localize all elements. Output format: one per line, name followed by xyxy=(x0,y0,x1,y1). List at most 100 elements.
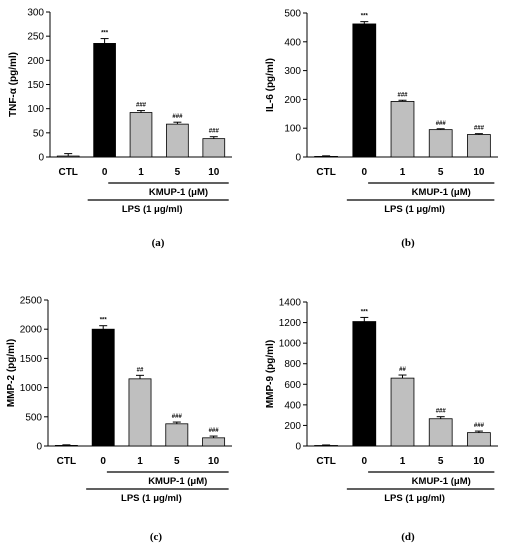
kmup-group-label: KMUP-1 (μM) xyxy=(149,187,208,198)
significance-label: *** xyxy=(100,318,108,324)
y-tick-label: 0 xyxy=(295,153,301,164)
panel-label: (b) xyxy=(401,237,415,249)
y-tick-label: 1400 xyxy=(279,298,302,309)
bar-0 xyxy=(352,23,377,158)
significance-label: ### xyxy=(172,114,183,120)
category-label: CTL xyxy=(57,456,76,467)
bar-10 xyxy=(202,138,226,158)
y-tick-label: 0 xyxy=(38,153,44,164)
significance-label: ## xyxy=(399,367,406,373)
y-tick-label: 100 xyxy=(284,124,301,135)
y-tick-label: 800 xyxy=(284,359,301,370)
chart-panel-3: 0 500 1000 1500 2000 2500 MMP-2 (pg/ml) CTL *** 0… xyxy=(6,296,232,543)
category-label: 10 xyxy=(208,456,220,467)
significance-label: ### xyxy=(436,121,447,127)
lps-group-label: LPS (1 μg/ml) xyxy=(384,493,445,504)
y-tick-label: 500 xyxy=(284,9,301,20)
kmup-group-label: KMUP-1 (μM) xyxy=(412,476,471,487)
bar-ctl xyxy=(54,445,78,447)
lps-group-label: LPS (1 μg/ml) xyxy=(384,204,445,215)
significance-label: *** xyxy=(361,14,369,20)
y-tick-label: 200 xyxy=(284,95,301,106)
bar-ctl xyxy=(56,155,80,158)
significance-label: *** xyxy=(101,31,109,37)
category-label: 0 xyxy=(100,456,106,467)
category-label: 10 xyxy=(473,167,485,178)
y-tick-label: 300 xyxy=(27,8,44,19)
kmup-group-label: KMUP-1 (μM) xyxy=(148,476,207,487)
y-tick-label: 50 xyxy=(33,128,45,139)
kmup-group-label: KMUP-1 (μM) xyxy=(412,187,471,198)
bar-0 xyxy=(352,321,377,447)
y-tick-label: 0 xyxy=(295,442,301,453)
category-label: 5 xyxy=(438,167,444,178)
category-label: CTL xyxy=(316,456,335,467)
bar-10 xyxy=(467,134,491,158)
bar-0 xyxy=(91,328,115,447)
y-tick-label: 600 xyxy=(284,380,301,391)
category-label: 10 xyxy=(473,456,485,467)
bar-ctl xyxy=(314,156,338,158)
significance-label: ## xyxy=(137,367,144,373)
category-label: 0 xyxy=(362,167,368,178)
bar-0 xyxy=(93,43,116,158)
bar-5 xyxy=(166,123,189,158)
y-tick-label: 1200 xyxy=(279,318,302,329)
category-label: 1 xyxy=(137,456,143,467)
panel-label: (d) xyxy=(401,531,415,543)
category-label: 10 xyxy=(208,167,220,178)
lps-group-label: LPS (1 μg/ml) xyxy=(121,493,182,504)
y-tick-label: 500 xyxy=(25,412,42,423)
y-axis-title: MMP-9 (pg/ml) xyxy=(265,340,276,408)
y-tick-label: 1000 xyxy=(279,339,302,350)
category-label: 5 xyxy=(175,167,181,178)
significance-label: ### xyxy=(474,126,485,132)
bar-5 xyxy=(165,423,189,447)
y-tick-label: 400 xyxy=(284,37,301,48)
significance-label: ### xyxy=(474,423,485,429)
chart-panel-2: 0 100 200 300 400 500 IL-6 (pg/ml) CTL *** 0 ### 1 #… xyxy=(265,9,498,249)
chart-panel-1: 0 50 100 150 200 250 300 TNF-α (pg/ml) CTL *** 0 ##… xyxy=(8,8,232,249)
y-tick-label: 1000 xyxy=(20,383,43,394)
y-axis-title: IL-6 (pg/ml) xyxy=(265,58,276,112)
y-tick-label: 2500 xyxy=(20,296,43,307)
significance-label: ### xyxy=(209,129,220,135)
bar-10 xyxy=(467,432,491,447)
bar-1 xyxy=(128,378,152,447)
bar-5 xyxy=(428,418,453,447)
bar-ctl xyxy=(314,445,338,447)
category-label: 0 xyxy=(102,167,108,178)
chart-panel-4: 0 200 400 600 800 1000 1200 1400 MMP-9 (pg/ml) CT… xyxy=(265,298,498,543)
category-label: 0 xyxy=(362,456,368,467)
significance-label: ### xyxy=(172,414,183,420)
y-axis-title: TNF-α (pg/ml) xyxy=(8,52,19,117)
y-tick-label: 300 xyxy=(284,66,301,77)
bar-5 xyxy=(428,129,453,158)
panel-label: (a) xyxy=(152,237,165,249)
bar-1 xyxy=(129,112,153,158)
category-label: 5 xyxy=(438,456,444,467)
bar-10 xyxy=(202,437,226,447)
lps-group-label: LPS (1 μg/ml) xyxy=(122,204,183,215)
category-label: 1 xyxy=(138,167,144,178)
category-label: 5 xyxy=(174,456,180,467)
y-tick-label: 400 xyxy=(284,400,301,411)
category-label: 1 xyxy=(400,456,406,467)
y-tick-label: 1500 xyxy=(20,354,43,365)
significance-label: ### xyxy=(136,103,147,109)
category-label: CTL xyxy=(58,167,77,178)
category-label: CTL xyxy=(316,167,335,178)
y-tick-label: 0 xyxy=(36,442,42,453)
significance-label: *** xyxy=(361,309,369,315)
y-tick-label: 200 xyxy=(284,421,301,432)
category-label: 1 xyxy=(400,167,406,178)
y-tick-label: 150 xyxy=(27,80,44,91)
y-tick-label: 250 xyxy=(27,32,44,43)
y-tick-label: 200 xyxy=(27,56,44,67)
y-tick-label: 100 xyxy=(27,104,44,115)
significance-label: ### xyxy=(209,428,220,434)
significance-label: ### xyxy=(436,409,447,415)
bar-1 xyxy=(390,377,415,447)
panel-label: (c) xyxy=(150,531,163,543)
